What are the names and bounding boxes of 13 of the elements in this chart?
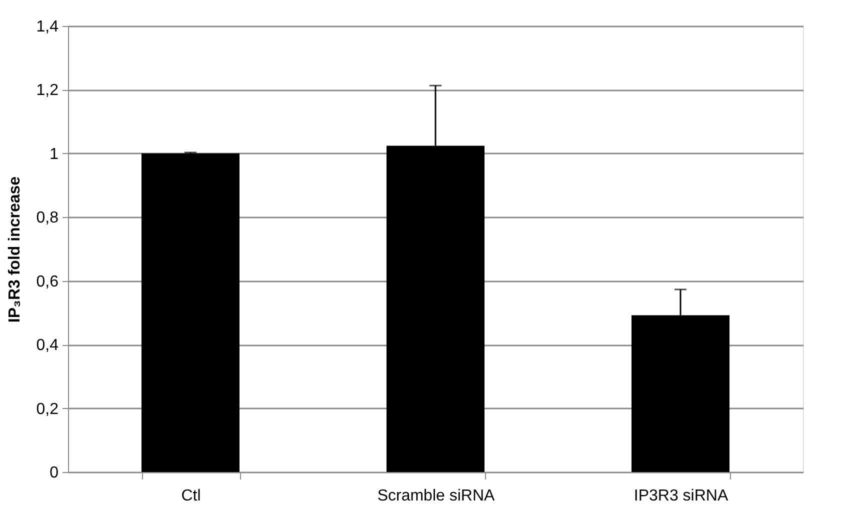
- y-tick-label: 1,2: [36, 82, 59, 100]
- y-tick-label: 1: [50, 146, 59, 163]
- bar: [142, 153, 240, 472]
- y-tick-label: 1,4: [36, 18, 59, 36]
- y-tick-label: 0,6: [36, 273, 59, 290]
- x-tick-label: Ctl: [181, 488, 201, 504]
- y-tick-label: 0,8: [36, 210, 59, 227]
- x-tick-label: IP3R3 siRNA: [634, 488, 728, 504]
- y-axis-title: IP₃R3 fold increase: [6, 176, 24, 323]
- y-tick-label: 0,4: [36, 337, 59, 354]
- y-tick-label: 0,2: [36, 400, 59, 418]
- x-tick-label: Scramble siRNA: [377, 488, 496, 504]
- y-tick-label: 0: [50, 464, 59, 482]
